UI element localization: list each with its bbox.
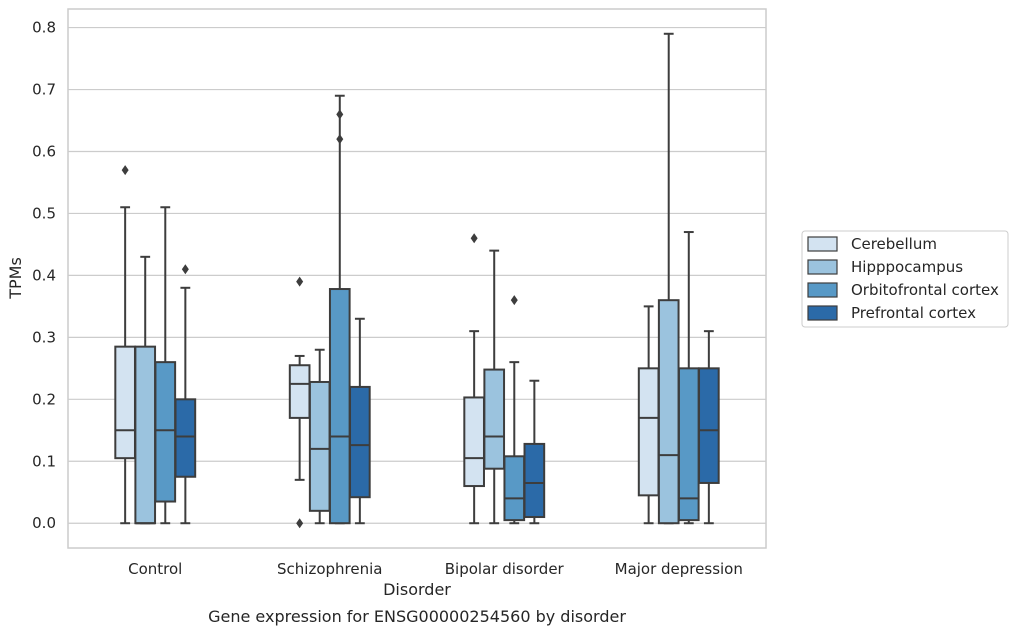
outlier-marker	[470, 233, 478, 244]
outlier-marker	[510, 295, 518, 306]
box-3-3	[698, 330, 720, 525]
box-body	[677, 367, 700, 522]
x-tick-label: Major depression	[615, 560, 743, 578]
box-body	[288, 364, 311, 419]
y-tick-label: 0.7	[32, 81, 56, 99]
y-tick-label: 0.3	[32, 328, 56, 346]
y-tick-label: 0.6	[32, 142, 56, 160]
x-tick-label: Schizophrenia	[277, 560, 382, 578]
box-body	[698, 367, 720, 484]
figure-caption: Gene expression for ENSG00000254560 by d…	[208, 607, 626, 626]
y-tick-label: 0.2	[32, 390, 56, 408]
y-axis-title: TPMs	[6, 257, 25, 300]
legend-frame	[801, 230, 1009, 328]
outlier-marker	[121, 165, 129, 176]
box-body	[483, 368, 506, 470]
outlier-marker	[296, 518, 304, 529]
box-2-1	[483, 249, 506, 525]
box-2-3	[523, 379, 546, 525]
box-0-3	[174, 264, 197, 525]
outlier-marker	[296, 276, 304, 287]
box-body	[503, 455, 526, 522]
x-tick-label: Bipolar disorder	[445, 560, 565, 578]
box-body	[657, 299, 680, 525]
legend: Cerebellum Hipppocampus Orbitofrontal cort…	[801, 230, 1009, 328]
y-tick-label: 0.4	[32, 266, 56, 284]
box-0-0	[114, 165, 136, 525]
box-body	[134, 345, 157, 525]
x-tick-labels: Control Schizophrenia Bipolar disorder Majo…	[128, 560, 743, 578]
x-tick-label: Control	[128, 560, 182, 578]
legend-swatch	[807, 259, 838, 275]
x-axis-title: Disorder	[383, 580, 451, 599]
box-3-1	[657, 32, 680, 525]
box-body	[308, 380, 331, 512]
y-tick-label: 0.0	[32, 514, 56, 532]
box-body	[114, 345, 136, 460]
legend-label: Orbitofrontal cortex	[851, 281, 999, 299]
legend-swatch	[807, 305, 838, 321]
box-1-2	[328, 94, 351, 525]
y-tick-label: 0.8	[32, 19, 56, 37]
box-body	[154, 361, 177, 503]
plot-area-frame	[67, 8, 767, 549]
box-body	[523, 442, 546, 519]
outlier-marker	[181, 264, 189, 275]
y-tick-label: 0.1	[32, 452, 56, 470]
box-1-3	[349, 317, 371, 525]
legend-label: Cerebellum	[851, 235, 937, 253]
outlier-marker	[336, 109, 344, 120]
legend-swatch	[807, 282, 838, 298]
boxes-layer	[114, 32, 720, 529]
box-1-0	[288, 276, 311, 529]
box-1-1	[308, 348, 331, 525]
box-body	[349, 385, 371, 499]
legend-label: Prefrontal cortex	[851, 304, 976, 322]
box-2-0	[463, 233, 485, 525]
box-body	[463, 396, 485, 488]
box-body	[328, 288, 351, 525]
legend-label: Hipppocampus	[851, 258, 963, 276]
legend-swatch	[807, 236, 838, 252]
box-body	[174, 398, 197, 478]
y-tick-labels: 0.0 0.1 0.2 0.3 0.4 0.5 0.6 0.7 0.8	[32, 19, 56, 533]
y-tick-label: 0.5	[32, 204, 56, 222]
outlier-marker	[336, 134, 344, 145]
box-3-0	[637, 305, 660, 525]
box-body	[637, 367, 660, 497]
